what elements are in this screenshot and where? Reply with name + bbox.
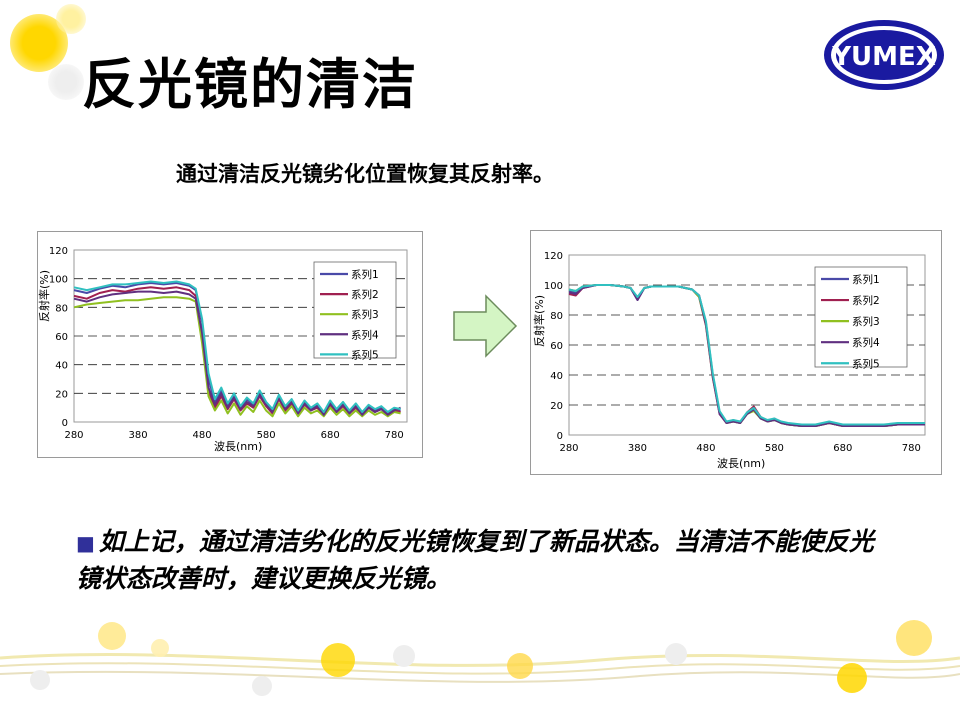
legend-box <box>313 261 397 359</box>
subtitle: 通过清洁反光镜劣化位置恢复其反射率。 <box>176 162 554 186</box>
reflectance-chart-before: 0 20 40 60 80 100 120 280 380 480 580 680 780 波長(nm) 反… <box>38 246 408 453</box>
y-axis-label: 反射率(%) <box>38 270 51 322</box>
legend-label: 系列3 <box>852 315 880 328</box>
series-line-5 <box>73 280 401 413</box>
series-line-3 <box>73 296 401 418</box>
legend-label: 系列2 <box>852 294 880 307</box>
y-tick-label: 80 <box>550 311 563 322</box>
x-tick-label: 480 <box>193 430 212 441</box>
x-tick-label: 480 <box>696 443 715 454</box>
x-tick-label: 680 <box>321 430 340 441</box>
yumex-logo: YUMEX <box>824 20 944 90</box>
series-line-4 <box>73 290 402 416</box>
series-line-5 <box>568 284 925 426</box>
y-tick-label: 20 <box>550 401 563 412</box>
x-tick-label: 780 <box>385 430 404 441</box>
legend-label: 系列1 <box>852 273 880 286</box>
reflectance-chart-after: 0 20 40 60 80 100 120 280 380 480 580 680 780 波長(nm) 反… <box>532 251 926 470</box>
right-arrow-icon <box>453 294 518 358</box>
x-tick-label: 580 <box>257 430 276 441</box>
legend-label: 系列2 <box>351 288 379 301</box>
y-tick-label: 100 <box>49 275 68 286</box>
decor-dot <box>56 4 86 34</box>
x-tick-label: 580 <box>765 443 784 454</box>
x-tick-label: 280 <box>64 430 83 441</box>
y-tick-label: 60 <box>55 332 68 343</box>
y-tick-label: 100 <box>544 281 563 292</box>
x-tick-label: 680 <box>833 443 852 454</box>
x-tick-label: 280 <box>559 443 578 454</box>
x-tick-label: 380 <box>128 430 147 441</box>
legend-label: 系列4 <box>852 336 880 349</box>
chart-before-frame: 0 20 40 60 80 100 120 280 380 480 580 680 780 波長(nm) 反… <box>37 231 423 458</box>
legend-label: 系列4 <box>351 328 379 341</box>
y-tick-label: 120 <box>49 246 68 257</box>
legend-box <box>814 266 908 368</box>
bullet-note-text: 如上记，通过清洁劣化的反光镜恢复到了新品状态。当清洁不能使反光镜状态改善时，建议… <box>76 527 874 593</box>
legend-label: 系列5 <box>351 348 379 361</box>
y-tick-label: 80 <box>55 303 68 314</box>
y-tick-label: 40 <box>550 371 563 382</box>
y-tick-label: 120 <box>544 251 563 262</box>
y-tick-label: 60 <box>550 341 563 352</box>
logo-text: YUMEX <box>831 42 936 72</box>
y-axis-label: 反射率(%) <box>532 295 546 347</box>
square-bullet-icon: ■ <box>76 531 95 555</box>
legend-label: 系列3 <box>351 308 379 321</box>
decor-dot <box>48 64 84 100</box>
bottom-decoration <box>0 620 960 696</box>
y-tick-label: 0 <box>557 431 563 442</box>
chart-after-frame: 0 20 40 60 80 100 120 280 380 480 580 680 780 波長(nm) 反… <box>530 230 942 475</box>
y-tick-label: 20 <box>55 389 68 400</box>
x-tick-label: 380 <box>628 443 647 454</box>
x-tick-label: 780 <box>902 443 921 454</box>
legend-label: 系列1 <box>351 268 379 281</box>
page-title: 反光镜的清洁 <box>82 53 418 116</box>
legend-label: 系列5 <box>852 357 880 370</box>
x-axis-label: 波長(nm) <box>717 457 765 470</box>
y-tick-label: 40 <box>55 361 68 372</box>
bullet-note: ■ 如上记，通过清洁劣化的反光镜恢复到了新品状态。当清洁不能使反光镜状态改善时，建… <box>76 524 896 597</box>
x-axis-label: 波長(nm) <box>214 440 262 453</box>
y-tick-label: 0 <box>62 418 68 429</box>
